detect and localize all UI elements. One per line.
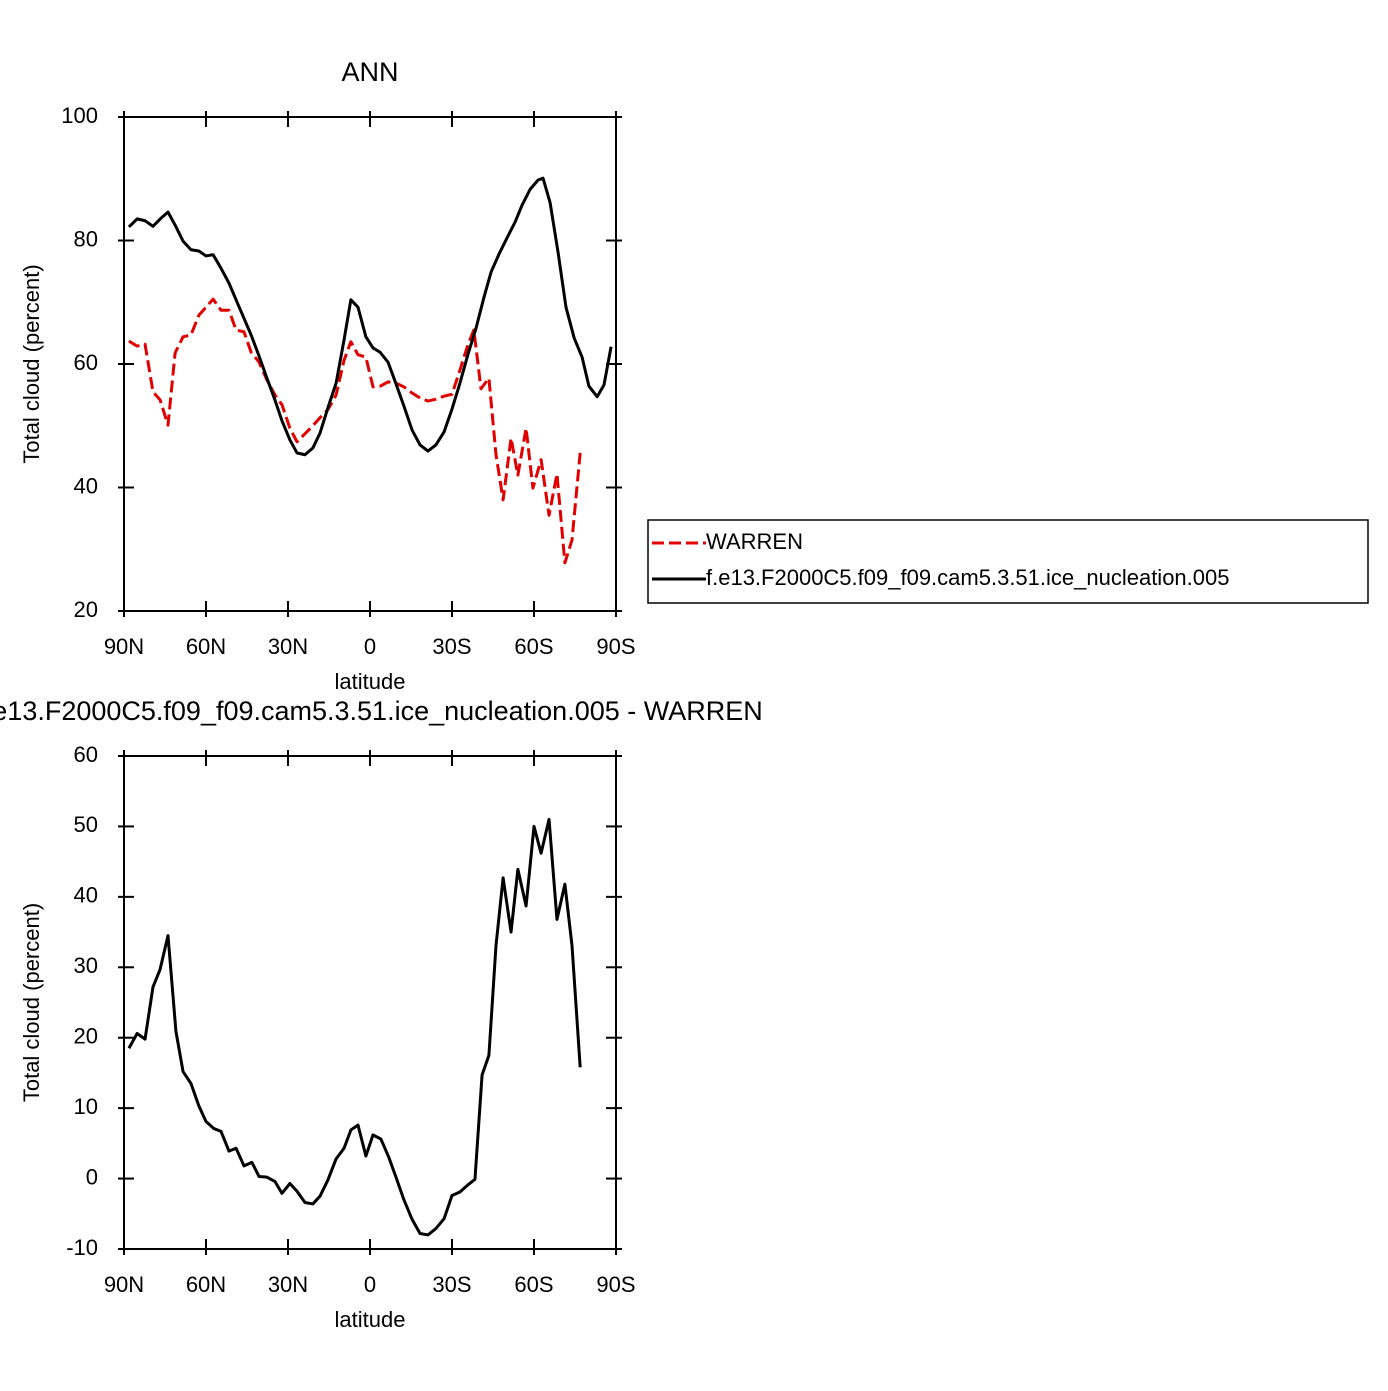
y-tick-label: 40 <box>74 473 98 498</box>
x-tick-label: 90S <box>596 634 635 659</box>
y-tick-label: 50 <box>74 812 98 837</box>
legend-label: f.e13.F2000C5.f09_f09.cam5.3.51.ice_nucl… <box>706 565 1230 590</box>
x-tick-label: 60S <box>514 634 553 659</box>
y-tick-label: 60 <box>74 742 98 767</box>
y-tick-label: 60 <box>74 350 98 375</box>
y-axis-label: Total cloud (percent) <box>19 264 44 463</box>
chart-title: f.e13.F2000C5.f09_f09.cam5.3.51.ice_nucl… <box>0 696 763 726</box>
x-tick-label: 30S <box>432 634 471 659</box>
y-tick-label: 30 <box>74 953 98 978</box>
x-tick-label: 60N <box>186 1272 226 1297</box>
y-tick-label: 100 <box>61 103 98 128</box>
x-tick-label: 90S <box>596 1272 635 1297</box>
x-tick-label: 0 <box>364 1272 376 1297</box>
data-line <box>127 817 582 1237</box>
x-tick-label: 30N <box>268 1272 308 1297</box>
legend-label: WARREN <box>706 529 803 554</box>
y-tick-label: 20 <box>74 1024 98 1049</box>
y-tick-label: 0 <box>86 1164 98 1189</box>
x-axis-label: latitude <box>335 669 406 694</box>
x-tick-label: 60N <box>186 634 226 659</box>
plot-frame <box>123 116 617 612</box>
x-axis-label: latitude <box>335 1307 406 1332</box>
y-tick-label: -10 <box>66 1235 98 1260</box>
plot-frame <box>123 755 617 1250</box>
data-line <box>128 297 582 565</box>
y-tick-label: 20 <box>74 597 98 622</box>
legend-box <box>647 519 1369 604</box>
y-tick-label: 40 <box>74 883 98 908</box>
x-tick-label: 0 <box>364 634 376 659</box>
x-tick-label: 30S <box>432 1272 471 1297</box>
y-tick-label: 10 <box>74 1094 98 1119</box>
y-axis-label: Total cloud (percent) <box>19 903 44 1102</box>
x-tick-label: 60S <box>514 1272 553 1297</box>
x-tick-label: 30N <box>268 634 308 659</box>
x-tick-label: 90N <box>104 634 144 659</box>
chart-title: ANN <box>341 57 398 87</box>
y-tick-label: 80 <box>74 226 98 251</box>
x-tick-label: 90N <box>104 1272 144 1297</box>
data-line <box>127 176 613 457</box>
